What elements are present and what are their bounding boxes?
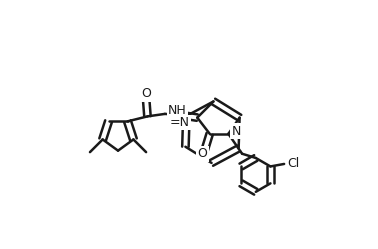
Text: =N: =N (170, 116, 190, 129)
Text: O: O (197, 147, 207, 160)
Text: Cl: Cl (287, 157, 299, 171)
Text: O: O (141, 87, 151, 101)
Text: NH: NH (168, 104, 187, 118)
Text: N: N (232, 125, 241, 138)
